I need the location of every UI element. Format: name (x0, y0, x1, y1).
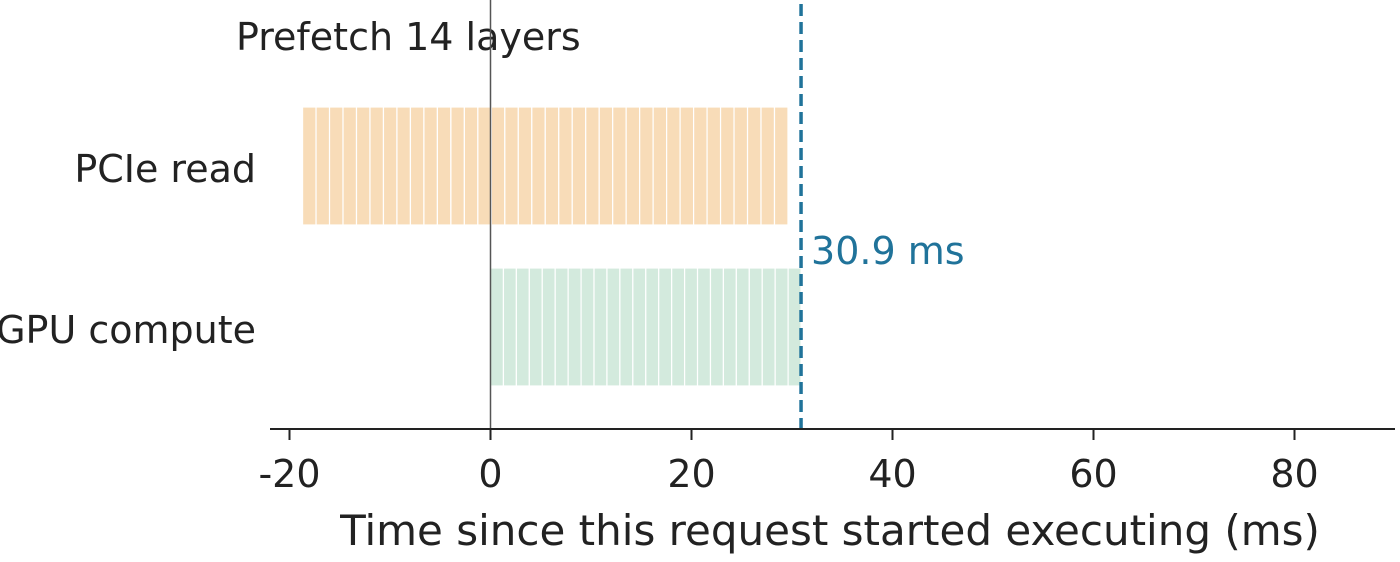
bar-segment-pcie-read-24 (612, 106, 627, 226)
x-axis-label: Time since this request started executin… (339, 506, 1320, 555)
bar-segment-gpu-compute-9 (593, 267, 608, 387)
bar-segment-pcie-read-7 (382, 106, 398, 226)
x-tick-label-1: 0 (478, 452, 502, 496)
bar-segment-pcie-read-21 (571, 106, 587, 226)
bar-segment-pcie-read-16 (504, 106, 519, 226)
bar-segment-pcie-read-29 (679, 106, 695, 226)
x-tick-label-4: 60 (1069, 452, 1117, 496)
bar-segment-gpu-compute-12 (632, 267, 647, 387)
bar-segment-pcie-read-9 (409, 106, 425, 226)
bar-segment-gpu-compute-21 (748, 267, 763, 387)
bar-segment-pcie-read-30 (692, 106, 708, 226)
bar-segment-gpu-compute-7 (567, 267, 582, 387)
bar-segment-pcie-read-2 (315, 106, 331, 226)
bar-segment-gpu-compute-17 (696, 267, 712, 387)
bar-segment-pcie-read-17 (517, 106, 533, 226)
bar-segment-gpu-compute-10 (606, 267, 621, 387)
x-tick-label-3: 40 (868, 452, 916, 496)
bar-segment-pcie-read-26 (639, 106, 654, 226)
bar-segment-pcie-read-10 (423, 106, 439, 226)
bar-segment-pcie-read-32 (719, 106, 735, 226)
x-tick-label-5: 80 (1270, 452, 1318, 496)
bar-segment-pcie-read-6 (369, 106, 385, 226)
bar-segment-pcie-read-36 (773, 106, 789, 226)
x-axis-ticks: -20 0 20 40 60 80 (258, 429, 1319, 496)
bar-segment-gpu-compute-22 (761, 267, 776, 387)
bar-segment-pcie-read-3 (328, 106, 344, 226)
bar-segment-pcie-read-18 (531, 106, 546, 226)
bar-segment-gpu-compute-14 (658, 267, 673, 387)
bar-segment-pcie-read-34 (746, 106, 762, 226)
bar-segment-pcie-read-23 (598, 106, 614, 226)
x-tick-label-0: -20 (258, 452, 320, 496)
bar-segment-gpu-compute-15 (671, 267, 686, 387)
bar-segment-pcie-read-14 (477, 106, 492, 226)
bar-segment-gpu-compute-24 (787, 267, 802, 387)
bar-segment-pcie-read-4 (342, 106, 358, 226)
bar-segment-gpu-compute-18 (709, 267, 725, 387)
bar-segment-pcie-read-15 (490, 106, 506, 226)
bar-segment-gpu-compute-16 (683, 267, 699, 387)
bar-segment-pcie-read-19 (544, 106, 560, 226)
end-time-marker-label: 30.9 ms (811, 229, 965, 273)
bar-segment-gpu-compute-20 (735, 267, 750, 387)
bar-segment-pcie-read-5 (355, 106, 371, 226)
bar-segment-pcie-read-20 (558, 106, 573, 226)
bar-segment-gpu-compute-6 (554, 267, 569, 387)
bar-segment-pcie-read-22 (585, 106, 600, 226)
bar-segment-pcie-read-35 (760, 106, 776, 226)
bar-segment-gpu-compute-23 (774, 267, 789, 387)
bar-segment-gpu-compute-19 (722, 267, 737, 387)
bar-segment-gpu-compute-4 (528, 267, 543, 387)
bar-segment-pcie-read-1 (301, 106, 317, 226)
bar-segment-pcie-read-11 (436, 106, 452, 226)
bar-segment-gpu-compute-2 (502, 267, 517, 387)
bar-segment-gpu-compute-5 (541, 267, 556, 387)
bar-segment-pcie-read-31 (706, 106, 722, 226)
bar-segment-gpu-compute-11 (619, 267, 634, 387)
bar-segment-gpu-compute-8 (580, 267, 595, 387)
bar-segment-pcie-read-12 (450, 106, 465, 226)
bar-segment-pcie-read-25 (625, 106, 641, 226)
bar-segment-gpu-compute-3 (515, 267, 530, 387)
bar-segment-pcie-read-8 (396, 106, 412, 226)
bar-segment-pcie-read-13 (463, 106, 479, 226)
bar-segment-pcie-read-33 (733, 106, 749, 226)
bar-segment-pcie-read-28 (666, 106, 681, 226)
reference-lines: 30.9 ms (489, 0, 965, 429)
bars-layer (301, 106, 802, 387)
bar-segment-pcie-read-27 (652, 106, 668, 226)
category-label-gpu-compute: GPU compute (0, 308, 256, 352)
bar-segment-gpu-compute-13 (645, 267, 660, 387)
x-tick-label-2: 20 (667, 452, 715, 496)
bar-segment-gpu-compute-1 (489, 267, 505, 387)
chart-title: Prefetch 14 layers (236, 15, 581, 59)
category-label-pcie-read: PCIe read (74, 147, 256, 191)
